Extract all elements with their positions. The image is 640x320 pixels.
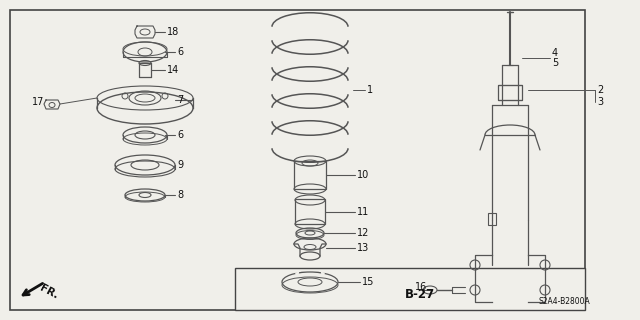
Text: 15: 15 [362,277,374,287]
Bar [295,199,325,224]
Text: 6: 6 [177,130,183,140]
Text: 3: 3 [597,97,603,107]
Text: 7: 7 [177,95,183,105]
Text: 16: 16 [415,282,428,292]
Text: 14: 14 [167,65,179,75]
Text: 6: 6 [177,47,183,57]
Text: 12: 12 [357,228,369,238]
Text: 8: 8 [177,190,183,200]
Text: 11: 11 [357,207,369,217]
Text: 4: 4 [552,48,558,58]
Bar [498,85,522,100]
Text: 18: 18 [167,27,179,37]
Bar [488,213,496,225]
Text: 10: 10 [357,170,369,180]
Text: 17: 17 [32,97,44,107]
Text: 1: 1 [367,85,373,95]
Text: S2A4-B2800A: S2A4-B2800A [538,298,590,307]
Text: FR.: FR. [38,283,60,301]
Text: 9: 9 [177,160,183,170]
Bar [235,268,585,310]
Bar [10,10,585,310]
Text: B-27: B-27 [405,289,435,301]
Text: 5: 5 [552,58,558,68]
Bar [294,161,326,189]
Text: 13: 13 [357,243,369,253]
Text: 2: 2 [597,85,604,95]
